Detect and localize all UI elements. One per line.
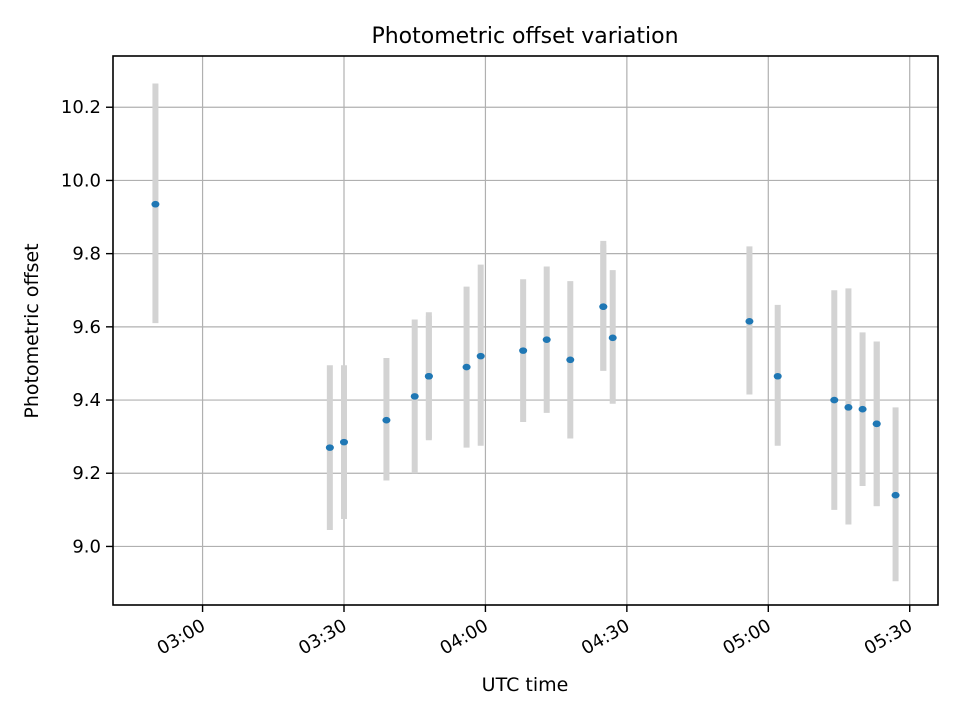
data-point [608, 334, 617, 342]
data-point [773, 372, 782, 380]
data-point [519, 347, 528, 354]
y-tick-label: 9.2 [72, 463, 101, 484]
data-point [424, 372, 433, 380]
y-tick-label: 9.8 [72, 244, 101, 265]
data-point [410, 393, 419, 400]
y-tick-label: 9.6 [72, 317, 101, 338]
data-point [340, 438, 348, 446]
data-point [891, 491, 900, 499]
data-point [382, 416, 391, 424]
data-point [599, 303, 608, 311]
data-point [476, 352, 485, 360]
y-axis-ticks: 9.0 9.2 9.4 9.6 9.8 10.0 10.2 [61, 97, 113, 557]
y-tick-label: 10.0 [61, 170, 101, 191]
data-point [566, 356, 575, 364]
chart-title: Photometric offset variation [371, 24, 678, 49]
plot-frame [112, 55, 939, 606]
data-point [830, 396, 839, 404]
data-point [858, 405, 867, 413]
data-point [872, 420, 881, 428]
data-points [151, 200, 900, 499]
data-point [844, 404, 853, 411]
data-point [745, 318, 754, 325]
data-point [151, 200, 160, 208]
y-tick-label: 9.4 [72, 390, 101, 411]
y-tick-label: 10.2 [61, 97, 101, 118]
x-axis-label: UTC time [482, 674, 569, 696]
data-point [462, 363, 471, 371]
y-tick-label: 9.0 [72, 536, 101, 557]
data-point [325, 444, 334, 451]
y-axis-label: Photometric offset [21, 243, 43, 418]
data-point [542, 336, 551, 343]
